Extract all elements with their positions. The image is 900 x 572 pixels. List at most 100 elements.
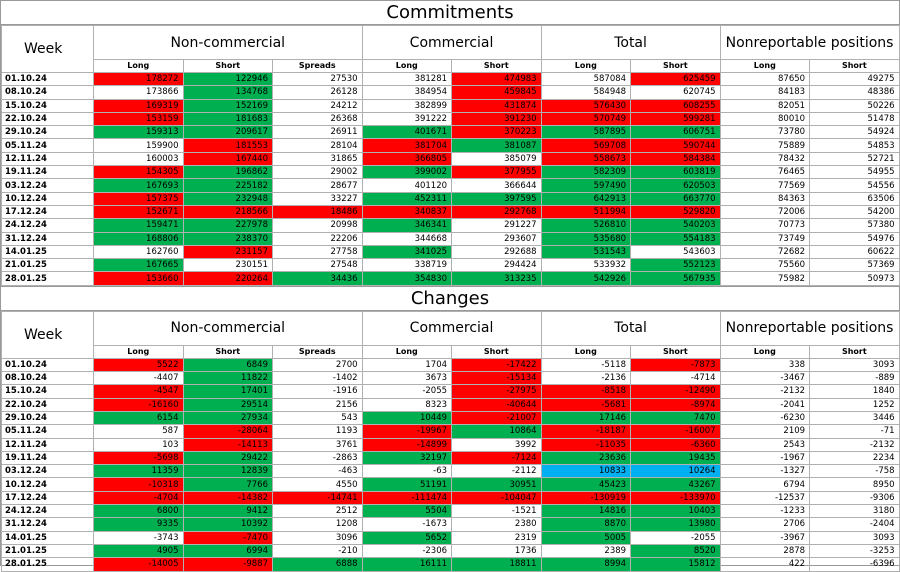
value-cell: 384954 [361, 85, 453, 100]
sub-header: Spreads [272, 59, 363, 73]
value-cell: 29002 [272, 165, 363, 180]
value-cell: 13980 [630, 517, 721, 532]
value-cell: 49275 [809, 71, 900, 87]
value-cell: 2319 [451, 530, 542, 545]
value-cell: 48386 [809, 85, 900, 100]
value-cell: -2055 [361, 384, 453, 399]
table-row: 22.10.24 153159 181683 26368 391222 391230 570… [1, 111, 900, 127]
table-row: 17.12.24 152671 218566 18486 340837 292768 511… [1, 204, 900, 220]
value-cell: 152671 [93, 204, 184, 220]
value-cell: 1704 [361, 357, 453, 373]
value-cell: 459845 [451, 85, 542, 100]
value-cell: 8870 [540, 517, 632, 532]
value-cell: 2380 [451, 517, 542, 532]
value-cell: 87650 [719, 71, 811, 87]
changes-table: Week Non-commercial Commercial Total Non… [1, 310, 900, 572]
table-row: 21.01.25 4905 6994 -210 -2306 1736 2389 8520 287… [1, 543, 900, 559]
table-row: 24.12.24 6800 9412 2512 5504 -1521 14816 10403-… [1, 504, 900, 519]
week-cell: 29.10.24 [1, 125, 94, 140]
value-cell: 3180 [809, 504, 900, 519]
value-cell: 3096 [272, 530, 363, 545]
value-cell: 570749 [540, 111, 632, 127]
value-cell: -4407 [93, 371, 184, 386]
value-cell: 17146 [540, 410, 632, 426]
value-cell: 338719 [361, 258, 453, 273]
value-cell: 2700 [272, 357, 363, 373]
value-cell: 293607 [451, 231, 542, 246]
value-cell: 18486 [272, 204, 363, 220]
value-cell: 209617 [182, 125, 273, 140]
value-cell: 17401 [182, 384, 273, 399]
value-cell: -1327 [719, 464, 811, 479]
value-cell: -4547 [93, 384, 184, 399]
week-cell: 01.10.24 [1, 357, 94, 373]
value-cell: 533932 [540, 258, 632, 273]
value-cell: 134768 [182, 85, 273, 100]
table-row: 01.10.24 5522 6849 2700 1704 -17422 -5118 -7873… [1, 357, 900, 373]
week-cell: 05.11.24 [1, 424, 94, 439]
value-cell: 431874 [451, 98, 542, 113]
value-cell: 167693 [93, 178, 184, 193]
value-cell: 294424 [451, 258, 542, 273]
value-cell: 28677 [272, 178, 363, 193]
value-cell: 227978 [182, 218, 273, 233]
value-cell: 531543 [540, 244, 632, 260]
value-cell: 70773 [719, 218, 811, 233]
value-cell: -1916 [272, 384, 363, 399]
value-cell: -2055 [630, 530, 721, 545]
value-cell: 77569 [719, 178, 811, 193]
value-cell: 26128 [272, 85, 363, 100]
table-row: 15.10.24 169319 152169 24212 382899 431874 576… [1, 98, 900, 113]
value-cell: 401120 [361, 178, 453, 193]
value-cell: -1521 [451, 504, 542, 519]
value-cell: 381087 [451, 138, 542, 153]
group-header-noncommercial: Non-commercial [93, 25, 363, 60]
value-cell: 51191 [361, 477, 453, 492]
week-cell: 15.10.24 [1, 384, 94, 399]
value-cell: 567935 [630, 271, 721, 286]
value-cell: 30951 [451, 477, 542, 492]
value-cell: -4704 [93, 490, 184, 506]
table-row: 28.01.25 153660 220264 34436 354830 313235 542… [1, 271, 900, 286]
value-cell: 12839 [182, 464, 273, 479]
value-cell: 29514 [182, 397, 273, 412]
value-cell: 338 [719, 357, 811, 373]
value-cell: 558673 [540, 151, 632, 167]
value-cell: -2136 [540, 371, 632, 386]
week-cell: 19.11.24 [1, 165, 94, 180]
value-cell: 9412 [182, 504, 273, 519]
value-cell: 608255 [630, 98, 721, 113]
value-cell: -6360 [630, 437, 721, 452]
week-cell: 12.11.24 [1, 437, 94, 452]
value-cell: -15134 [451, 371, 542, 386]
value-cell: -5681 [540, 397, 632, 412]
value-cell: -3253 [809, 543, 900, 559]
value-cell: -104047 [451, 490, 542, 506]
value-cell: 543603 [630, 244, 721, 260]
week-cell: 03.12.24 [1, 178, 94, 193]
week-cell: 21.01.25 [1, 258, 94, 273]
value-cell: 34436 [272, 271, 363, 286]
value-cell: 160003 [93, 151, 184, 167]
value-cell: 2878 [719, 543, 811, 559]
table-row: 08.10.24 -4407 11822 -1402 3673 -15134 -2136 -4… [1, 371, 900, 386]
value-cell: -2306 [361, 543, 453, 559]
table-row: 29.10.24 159313 209617 26911 401671 370223 587… [1, 125, 900, 140]
week-cell: 08.10.24 [1, 85, 94, 100]
week-cell: 12.11.24 [1, 151, 94, 167]
table-row: 05.11.24 159900 181553 28104 381704 381087 569… [1, 138, 900, 153]
value-cell: 346341 [361, 218, 453, 233]
value-cell: 16111 [361, 557, 453, 572]
value-cell: 8950 [809, 477, 900, 492]
value-cell: -4714 [630, 371, 721, 386]
table-row: 28.01.25 -14005 -9887 6888 16111 18811 8994 158… [1, 557, 900, 572]
value-cell: 663770 [630, 191, 721, 206]
value-cell: 552123 [630, 258, 721, 273]
value-cell: 6800 [93, 504, 184, 519]
value-cell: 292768 [451, 204, 542, 220]
value-cell: 526810 [540, 218, 632, 233]
table-row: 05.11.24 587 -28064 1193 -19967 10864 -18187 -1… [1, 424, 900, 439]
value-cell: 218566 [182, 204, 273, 220]
value-cell: 153159 [93, 111, 184, 127]
group-header-noncommercial: Non-commercial [93, 310, 363, 346]
